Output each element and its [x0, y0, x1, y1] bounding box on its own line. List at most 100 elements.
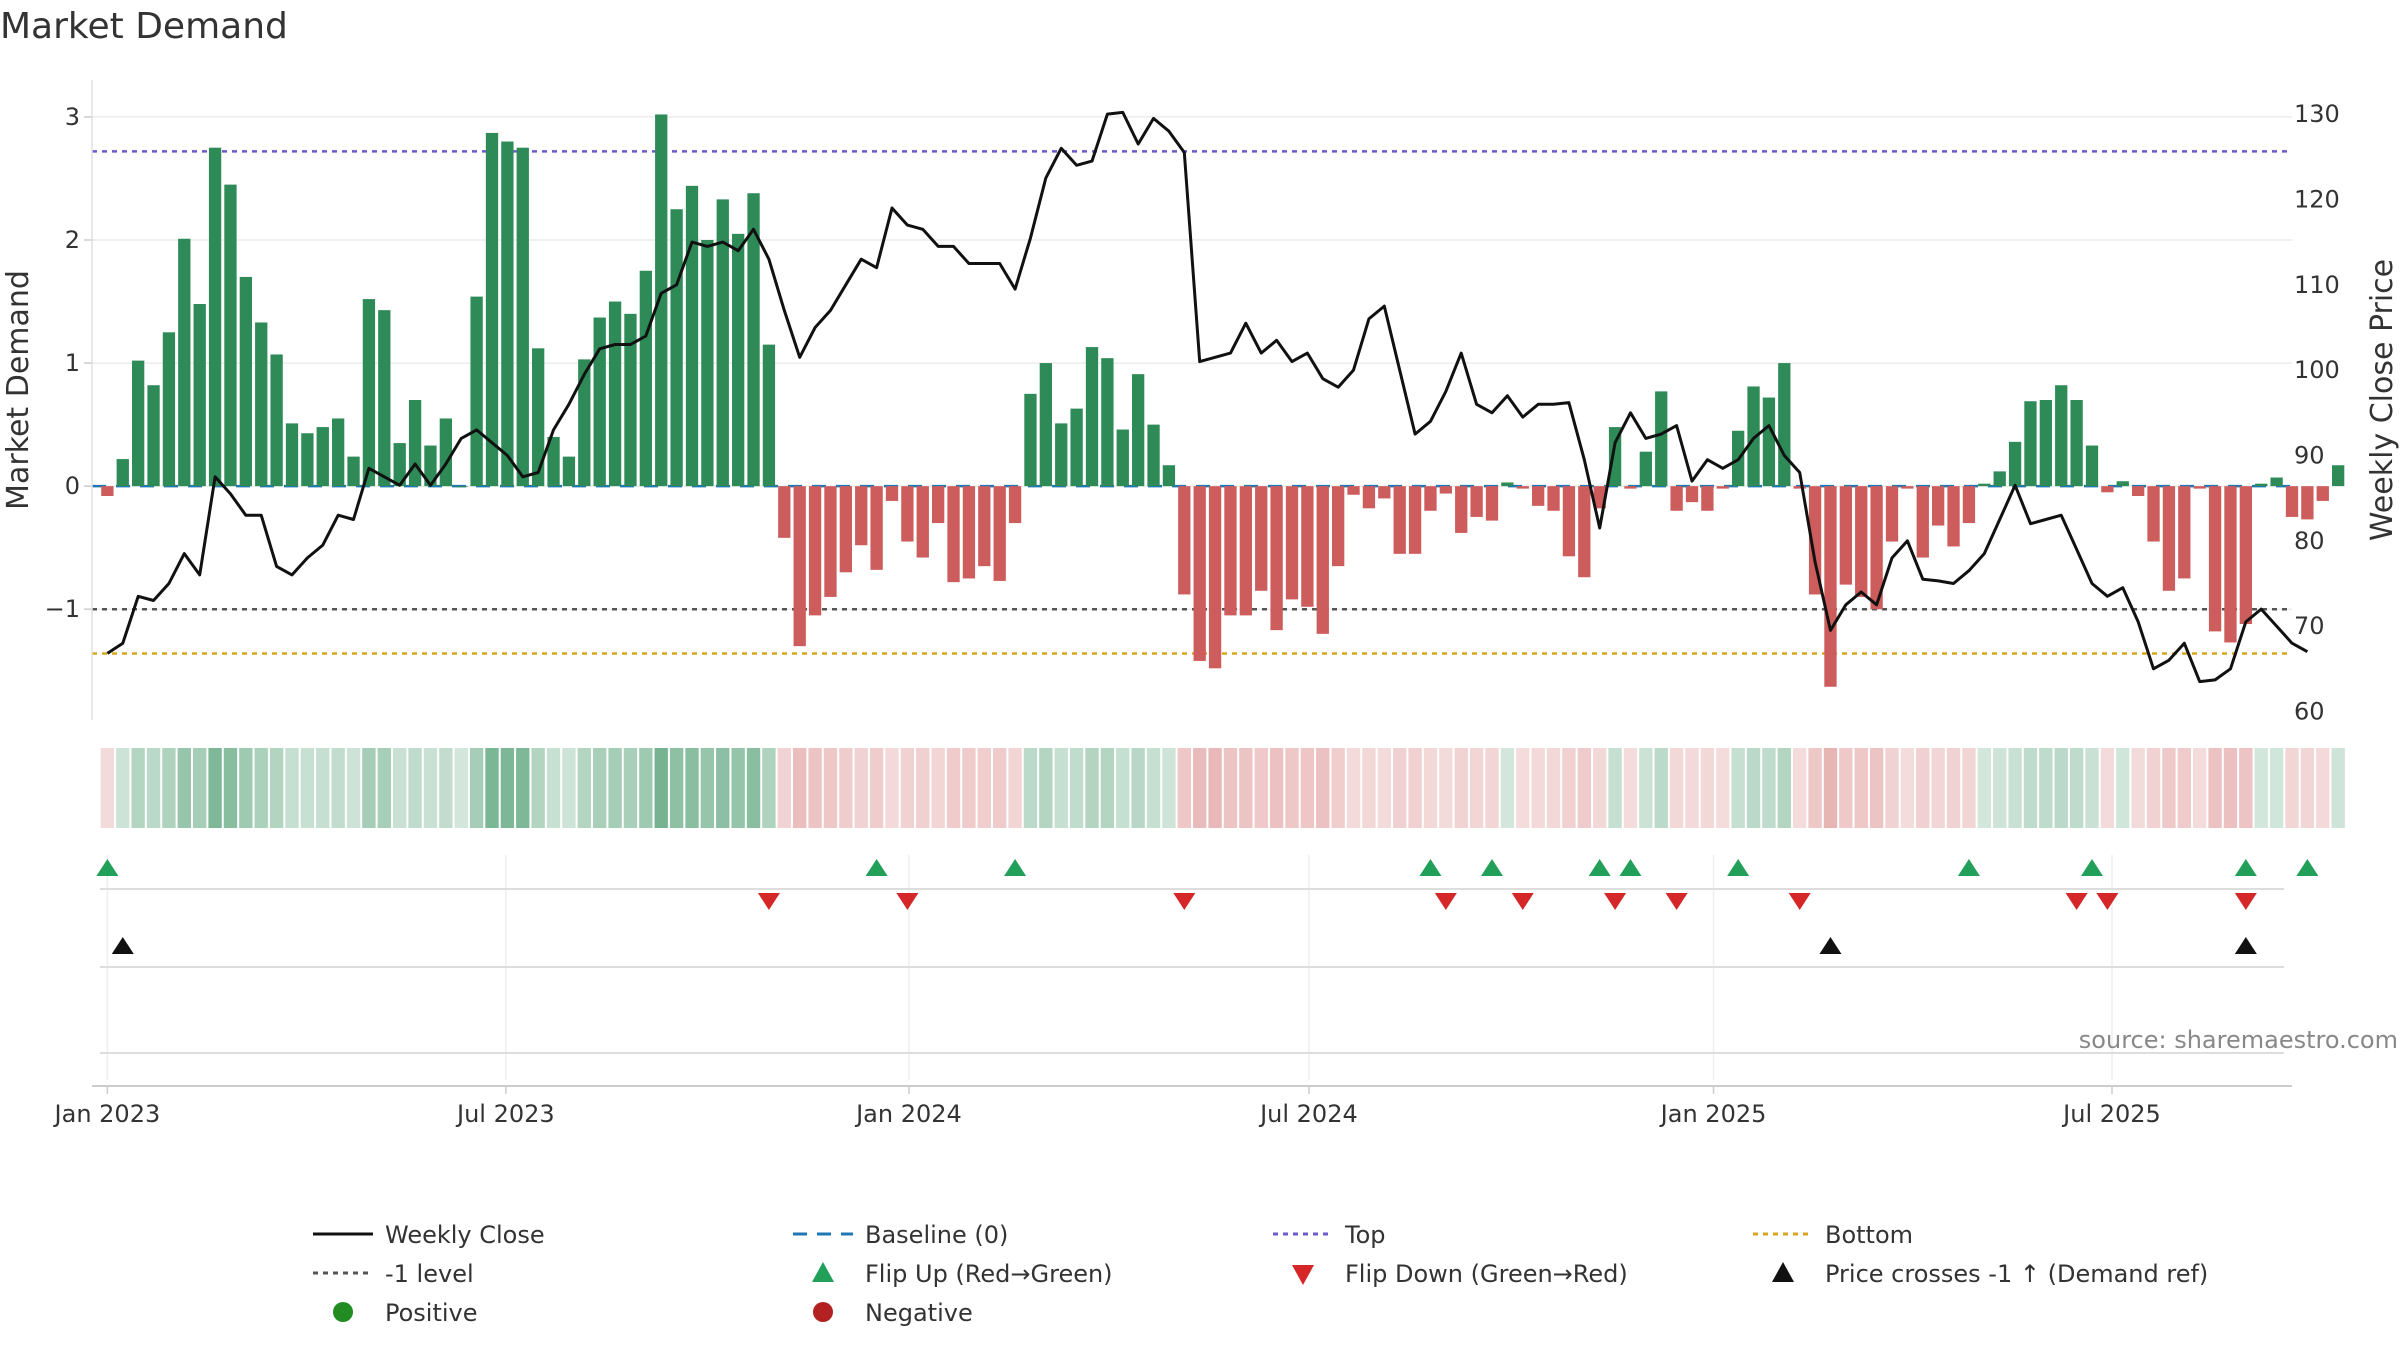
y-tick-label: 1	[65, 349, 80, 377]
legend-negative-swatch	[813, 1302, 833, 1322]
x-tick-label: Jul 2024	[1258, 1100, 1358, 1128]
demand-bar	[162, 332, 176, 487]
heat-cell	[1762, 748, 1776, 828]
heat-cell	[1300, 748, 1315, 828]
demand-bar	[1608, 427, 1622, 487]
heat-cell	[1146, 748, 1161, 828]
demand-bar	[1055, 423, 1068, 487]
demand-bar	[532, 348, 545, 487]
heat-cell	[1777, 748, 1791, 828]
demand-bar	[2332, 465, 2345, 487]
demand-bar	[732, 233, 745, 487]
heat-cell	[1485, 748, 1499, 828]
demand-bar	[408, 400, 422, 487]
heat-cell	[808, 748, 822, 828]
demand-bar	[2162, 486, 2176, 591]
heat-cell	[1531, 748, 1545, 828]
y-tick-label: −1	[45, 595, 80, 623]
demand-bar	[1024, 393, 1037, 487]
heat-cell	[408, 748, 422, 828]
demand-bar	[501, 141, 514, 487]
demand-bar	[1993, 471, 2006, 487]
heat-cell	[500, 748, 515, 828]
demand-bar	[1378, 486, 1391, 499]
heat-cell	[1654, 748, 1668, 828]
demand-bar	[593, 317, 606, 487]
y2-tick-label: 110	[2294, 271, 2340, 299]
demand-bar	[639, 270, 652, 487]
demand-bar	[178, 238, 191, 487]
heat-cell	[393, 748, 407, 828]
demand-bar	[747, 193, 760, 487]
demand-bar	[2039, 400, 2052, 487]
demand-bar	[1855, 486, 1868, 597]
heat-cell	[2254, 748, 2268, 828]
demand-bar	[301, 433, 314, 487]
heat-cell	[1500, 748, 1515, 828]
heat-cell	[2193, 748, 2207, 828]
demand-bar	[1285, 486, 1299, 600]
heat-cell	[316, 748, 330, 828]
heat-cell	[193, 748, 207, 828]
heat-cell	[1562, 748, 1576, 828]
heat-cell	[1085, 748, 1099, 828]
flip-down-marker	[1604, 893, 1627, 910]
demand-bar	[2070, 400, 2083, 487]
demand-bar	[1101, 358, 1114, 487]
demand-bar	[2178, 486, 2191, 579]
heat-cell	[469, 748, 484, 828]
heat-cell	[300, 748, 315, 828]
demand-bar	[685, 185, 699, 487]
heat-cell	[1054, 748, 1068, 828]
heat-cell	[1546, 748, 1561, 828]
demand-bar	[1070, 408, 1083, 487]
demand-bar	[978, 486, 991, 567]
demand-bar	[1316, 486, 1329, 634]
demand-bar	[962, 486, 976, 579]
demand-bar	[224, 184, 237, 487]
demand-bar	[2301, 486, 2314, 520]
y2-tick-label: 60	[2294, 697, 2325, 725]
heat-cell	[269, 748, 284, 828]
demand-bar	[993, 486, 1006, 581]
heat-cell	[1623, 748, 1638, 828]
heat-cell	[1931, 748, 1945, 828]
demand-bar	[116, 459, 129, 487]
demand-bar	[101, 486, 114, 496]
legend-minus-one: -1 level	[385, 1260, 474, 1288]
y2-tick-label: 100	[2294, 356, 2340, 384]
demand-heat-strip	[100, 748, 2345, 828]
heat-cell	[1823, 748, 1838, 828]
demand-bar	[393, 443, 406, 487]
heat-cell	[931, 748, 945, 828]
heat-cell	[2223, 748, 2238, 828]
demand-bar	[1962, 486, 1976, 524]
heat-cell	[2131, 748, 2145, 828]
heat-cell	[1316, 748, 1330, 828]
legend-top: Top	[1344, 1221, 1386, 1249]
demand-bar	[347, 456, 360, 487]
legend-flip-up-swatch	[812, 1262, 834, 1282]
demand-bar	[1778, 363, 1791, 487]
price-cross-marker	[111, 937, 134, 954]
flip-down-marker	[1434, 893, 1457, 910]
heat-cell	[1346, 748, 1361, 828]
demand-bar	[932, 486, 945, 524]
heat-cell	[1900, 748, 1915, 828]
demand-bar	[470, 296, 483, 487]
demand-bar	[455, 486, 468, 488]
demand-bar	[670, 209, 683, 487]
y2-tick-label: 70	[2294, 612, 2325, 640]
flip-up-marker	[2081, 859, 2103, 876]
flip-up-marker	[1481, 859, 1503, 876]
y2-tick-label: 80	[2294, 527, 2325, 555]
demand-bar	[1439, 486, 1452, 494]
demand-bar	[2255, 483, 2268, 487]
legend-positive-swatch	[333, 1302, 353, 1322]
demand-bar	[208, 147, 222, 487]
heat-cell	[2239, 748, 2253, 828]
demand-bar	[1039, 363, 1052, 487]
demand-bar	[1808, 486, 1822, 595]
heat-cell	[1793, 748, 1807, 828]
heat-cell	[485, 748, 499, 828]
